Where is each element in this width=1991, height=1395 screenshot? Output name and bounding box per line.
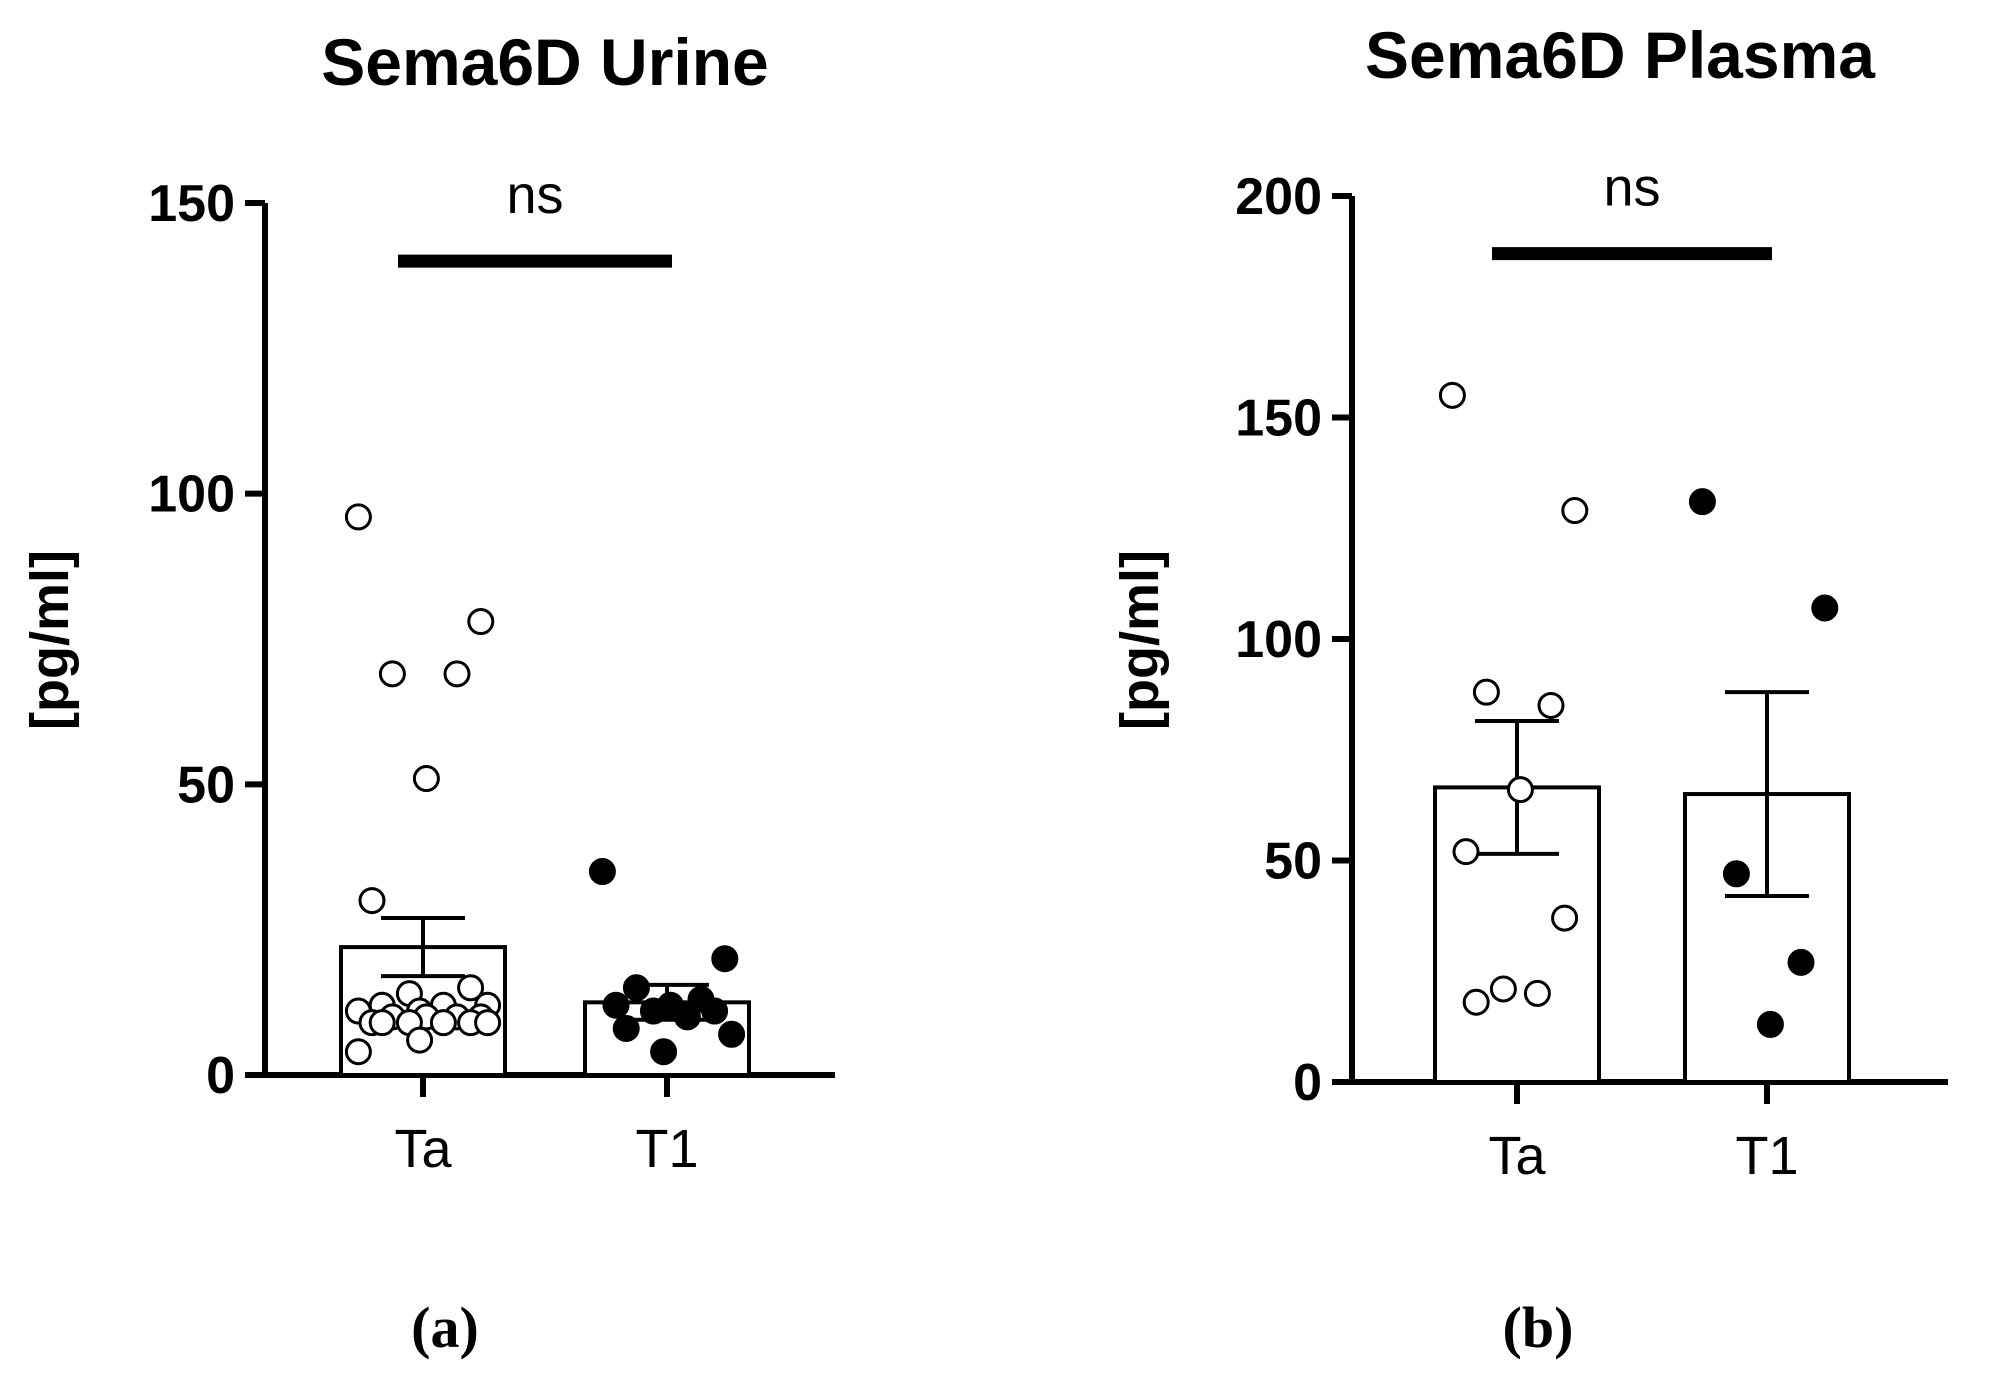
data-point — [406, 1026, 434, 1054]
y-tick-label: 100 — [148, 466, 235, 524]
data-point — [344, 503, 372, 531]
data-point — [1506, 776, 1534, 804]
significance-annotation: ns — [398, 165, 672, 268]
data-point — [344, 1038, 372, 1066]
data-point — [1523, 979, 1551, 1007]
data-point — [1756, 1010, 1784, 1038]
data-point — [711, 945, 739, 973]
data-point — [412, 765, 440, 793]
data-point — [1452, 838, 1480, 866]
data-point — [474, 1009, 502, 1037]
data-point — [612, 1014, 640, 1042]
y-tick-label: 0 — [206, 1047, 235, 1105]
significance-label: ns — [506, 165, 563, 225]
x-tick-label: T1 — [1735, 1126, 1798, 1186]
axes: 0 50 100 150 Ta T1 — [148, 175, 835, 1179]
data-point — [457, 974, 485, 1002]
data-point — [467, 608, 495, 636]
data-point — [718, 1020, 746, 1048]
y-tick-label: 200 — [1235, 168, 1322, 226]
data-point — [588, 858, 616, 886]
chart-title: Sema6D Urine — [321, 25, 769, 99]
data-point — [673, 1003, 701, 1031]
panel-label: (b) — [1503, 1295, 1574, 1360]
x-tick-label: Ta — [1488, 1126, 1546, 1186]
urine-chart: Sema6D Urine [pg/ml] 0 50 100 150 Ta T1 ns (a… — [20, 25, 835, 1360]
x-tick-label: Ta — [394, 1119, 452, 1179]
panel-label: (a) — [411, 1295, 479, 1360]
data-point — [1462, 988, 1490, 1016]
y-axis-label: [pg/ml] — [20, 550, 80, 730]
significance-label: ns — [1603, 158, 1660, 218]
data-point — [368, 1009, 396, 1037]
data-point — [1551, 904, 1579, 932]
x-tick-label: T1 — [635, 1119, 698, 1179]
chart-title: Sema6D Plasma — [1365, 18, 1876, 92]
y-tick-label: 0 — [1293, 1054, 1322, 1112]
data-points — [1438, 381, 1839, 1038]
data-point — [639, 997, 667, 1025]
data-point — [429, 1009, 457, 1037]
data-point — [1787, 948, 1815, 976]
data-point — [1688, 488, 1716, 516]
data-point — [1561, 497, 1589, 525]
plasma-chart: Sema6D Plasma [pg/ml] 0 50 100 150 200 Ta T1 n… — [1110, 18, 1948, 1360]
data-points — [344, 503, 746, 1066]
y-tick-label: 50 — [1264, 833, 1322, 891]
y-tick-label: 100 — [1235, 611, 1322, 669]
data-point — [443, 660, 471, 688]
data-point — [1537, 691, 1565, 719]
data-point — [622, 974, 650, 1002]
data-point — [1811, 594, 1839, 622]
error-bars — [1475, 690, 1809, 898]
data-point — [650, 1038, 678, 1066]
data-point — [1438, 381, 1466, 409]
y-tick-label: 50 — [177, 756, 235, 814]
y-axis-label: [pg/ml] — [1110, 550, 1170, 730]
data-point — [1489, 975, 1517, 1003]
y-tick-label: 150 — [1235, 390, 1322, 448]
data-point — [602, 991, 630, 1019]
significance-annotation: ns — [1492, 158, 1772, 261]
data-point — [358, 887, 386, 915]
data-point — [1472, 678, 1500, 706]
y-tick-label: 150 — [148, 175, 235, 233]
data-point — [378, 660, 406, 688]
data-point — [701, 997, 729, 1025]
bars — [1433, 785, 1851, 1085]
data-point — [1722, 860, 1750, 888]
